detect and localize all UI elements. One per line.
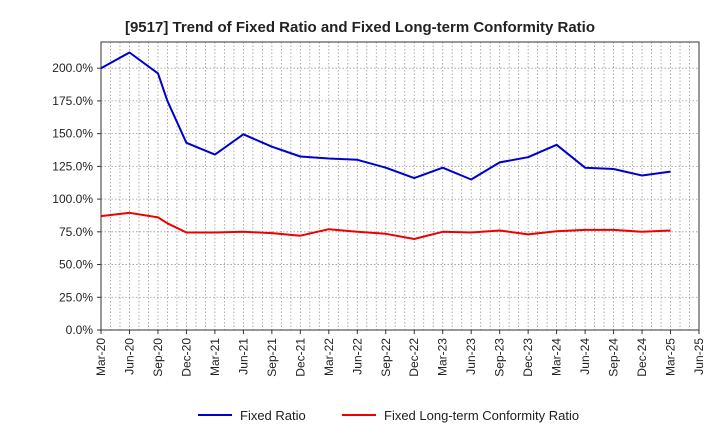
x-tick-label: Mar-21 [208,338,222,376]
y-tick-label: 175.0% [52,94,93,108]
x-tick-label: Sep-20 [151,338,165,377]
x-tick-label: Mar-25 [664,338,678,376]
x-tick-label: Dec-23 [521,338,535,377]
y-tick-label: 0.0% [66,323,94,337]
x-tick-label: Jun-24 [578,338,592,375]
y-tick-label: 100.0% [52,192,93,206]
x-tick-label: Dec-24 [635,338,649,377]
x-tick-label: Jun-25 [692,338,706,375]
x-tick-label: Sep-21 [265,338,279,377]
plot-frame [100,41,700,331]
grid [101,42,699,330]
x-tick-label: Dec-21 [293,338,307,377]
chart-title: [9517] Trend of Fixed Ratio and Fixed Lo… [125,19,595,36]
y-tick-label: 50.0% [59,258,93,272]
x-tick-label: Jun-21 [236,338,250,375]
y-tick-label: 75.0% [59,225,93,239]
series-lines [100,51,671,240]
x-tick-label: Jun-23 [464,338,478,375]
x-tick-label: Mar-23 [436,338,450,376]
x-tick-label: Dec-20 [179,338,193,377]
x-tick-label: Mar-24 [550,338,564,376]
x-tick-label: Dec-22 [407,338,421,377]
x-tick-label: Sep-22 [379,338,393,377]
legend: Fixed Ratio Fixed Long-term Conformity Ra… [198,408,579,423]
x-tick-label: Mar-20 [94,338,108,376]
axes: 0.0% 25.0% 50.0% 75.0% 100.0% 125.0% 150.0% 175… [52,41,706,377]
x-tick-label: Sep-23 [493,338,507,377]
x-tick-label: Jun-20 [122,338,136,375]
legend-label: Fixed Ratio [240,408,306,423]
y-tick-label: 25.0% [59,290,93,304]
y-tick-label: 125.0% [52,159,93,173]
y-tick-label: 150.0% [52,127,93,141]
x-tick-label: Mar-22 [322,338,336,376]
series-line-fixed-ratio [100,51,671,181]
x-tick-label: Sep-24 [607,338,621,377]
legend-label: Fixed Long-term Conformity Ratio [384,408,579,423]
y-tick-label: 200.0% [52,61,93,75]
x-tick-label: Jun-22 [350,338,364,375]
series-line-conformity-ratio [100,211,671,240]
